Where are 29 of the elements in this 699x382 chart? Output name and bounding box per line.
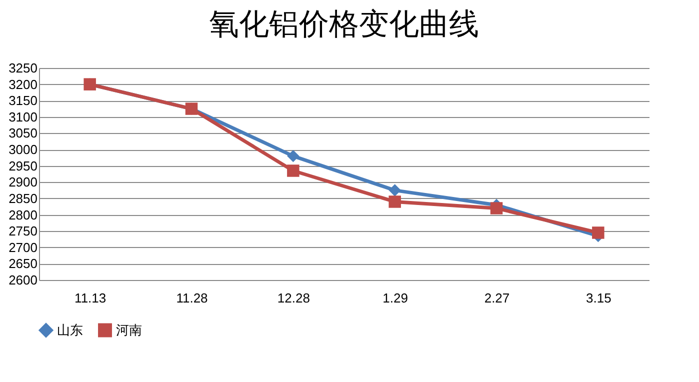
x-tick-label: 2.27 (484, 290, 510, 306)
x-tick-label: 11.28 (176, 290, 208, 306)
y-tick-label: 3250 (8, 60, 38, 76)
point (388, 196, 401, 208)
point (287, 150, 300, 162)
y-tick-label: 2950 (8, 158, 38, 174)
y-tick-label: 2750 (8, 224, 38, 239)
legend-label: 河南 (116, 322, 142, 338)
y-tick-label: 2900 (8, 174, 38, 190)
point (490, 202, 503, 214)
point (287, 164, 300, 177)
y-tick-label: 3000 (8, 142, 38, 158)
point (388, 184, 401, 196)
y-tick-label: 2850 (8, 190, 38, 206)
legend-label: 山东 (57, 322, 83, 338)
x-tick-label: 1.29 (382, 290, 408, 306)
y-tick-label: 3050 (8, 126, 38, 141)
point (592, 226, 604, 239)
y-tick-label: 2800 (8, 207, 38, 222)
y-tick-label: 3200 (8, 76, 38, 92)
chart-title: 氧化铝价格变化曲线 (209, 7, 479, 42)
y-tick-label: 2600 (8, 272, 38, 288)
x-tick-label: 3.15 (586, 290, 612, 306)
y-tick-label: 3100 (8, 109, 38, 124)
x-tick-label: 11.13 (74, 290, 106, 306)
y-tick-label: 2650 (8, 256, 38, 272)
y-tick-label: 2700 (8, 240, 38, 255)
y-tick-label: 3150 (8, 93, 38, 108)
x-tick-label: 12.28 (277, 290, 310, 306)
